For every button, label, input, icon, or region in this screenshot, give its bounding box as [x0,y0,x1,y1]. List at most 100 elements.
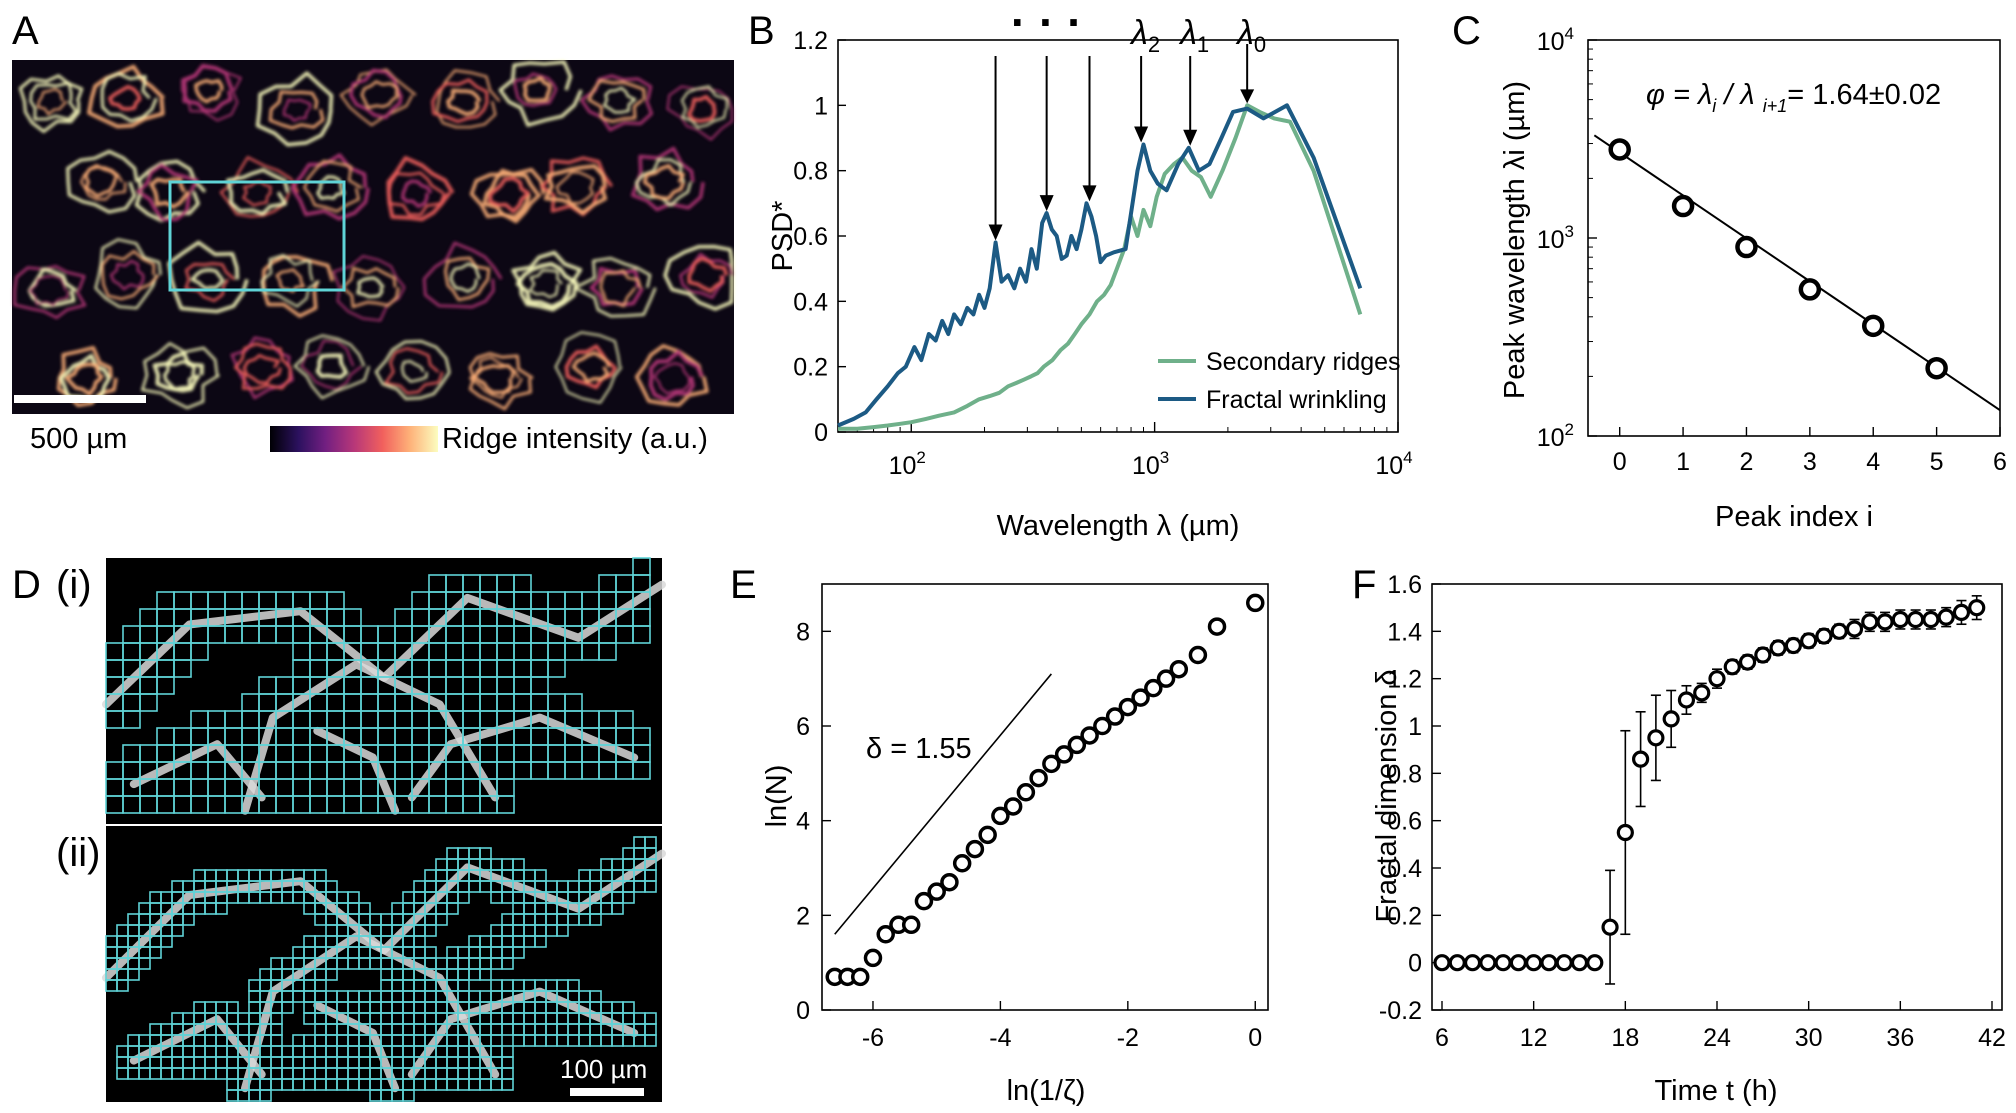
chart-e-point [1156,669,1176,688]
grid-box-fine [138,957,151,970]
ridge-loop [290,153,370,221]
ridge-loop [136,162,199,222]
grid-box-coarse [156,676,175,695]
colorbar-label: Ridge intensity (a.u.) [442,423,708,455]
grid-box-fine [325,968,338,981]
ridge-loop [261,255,335,318]
ridge-loop [152,351,204,393]
ridge-loop [260,254,320,308]
chart-c-ytick-label: 104 [1537,24,1574,56]
grid-box-fine [556,924,569,937]
ridge-loop [642,164,686,201]
panel-d-box-counting: (i) (ii) 100 µm [56,557,666,1102]
grid-box-fine [435,1023,448,1036]
grid-box-coarse [207,744,226,763]
chart-b-series [837,103,1363,431]
panel-d-sub-i: (i) [56,563,92,607]
chart-e-points [825,593,1265,987]
peak-label-lambda-1: λ1 [1178,14,1209,57]
chart-e-point [1188,645,1208,665]
grid-box-fine [391,1045,404,1058]
ridge-loop [255,71,334,147]
chart-b-series-secondary-ridges [838,103,1363,431]
ridge-loop [84,164,119,198]
grid-box-coarse [632,625,651,644]
chart-e-slope-annotation: δ = 1.55 [866,733,972,765]
chart-e-point [1080,726,1099,745]
chart-f-ylabel: Fractal dimension δ [1371,669,1403,922]
grid-box-fine [270,1034,283,1047]
grid-box-coarse [224,710,243,729]
grid-box-fine [127,968,140,981]
chart-e-point [1054,745,1074,764]
grid-box-fine [512,946,525,959]
ridge-loop [374,340,451,401]
ridge-loop [219,156,300,218]
grid-box-coarse [292,727,311,746]
grid-box-fine [435,913,448,926]
chart-b-xtick-label: 104 [1375,448,1412,480]
ridge-loop [431,78,489,123]
chart-f-point [1754,646,1772,664]
chart-b-ytick-label: 0.6 [793,223,828,251]
chart-f-ytick-label: 0.6 [1387,808,1422,836]
ridge-loop [332,255,406,322]
chart-e-ytick-label: 8 [796,618,810,646]
ridge-loop [356,276,385,298]
grid-box-coarse [122,710,141,729]
chart-c-xtick-label: 6 [1993,448,2007,476]
ridge-loop [234,342,292,390]
chart-f-xtick-label: 6 [1435,1024,1449,1052]
chart-f-point [1601,918,1619,936]
chart-f-point [1494,954,1512,972]
grid-box-fine [644,880,657,893]
chart-f-point [1479,954,1497,972]
grid-box-fine [644,836,657,849]
ridge-loop [64,362,105,396]
chart-c-point [1608,138,1631,161]
ridge-loop [435,69,501,129]
ridge-loop [282,98,312,122]
panel-letter-b: B [748,9,775,53]
chart-e-point [991,806,1010,826]
grid-box-fine [457,891,470,904]
chart-f-point [1861,613,1879,631]
chart-b-ytick-label: 0.8 [793,158,828,186]
chart-c-ylabel: Peak wavelength λi (µm) [1499,81,1531,399]
grid-box-fine [358,957,371,970]
panel-letter-c: C [1452,9,1481,53]
ridge-loop [101,250,160,301]
chart-f-ytick-label: 0.4 [1387,855,1422,883]
chart-b-ytick-label: 0.4 [793,288,828,316]
peak-ellipsis: · · · [1011,0,1083,48]
chart-b-series-fractal-wrinkling [837,103,1363,428]
ridge-loop [543,164,608,215]
grid-box-fine [402,1089,415,1102]
scalebar-500um [14,395,146,403]
grid-box-fine [182,913,195,926]
chart-f-point [1509,954,1527,972]
chart-e-point [1169,659,1189,679]
peak-arrow-head [1039,195,1054,212]
scalebar-100um [570,1088,644,1096]
peak-arrow-head [1082,185,1097,202]
grid-box-fine [589,913,602,926]
ridge-pattern [13,60,734,411]
legend-label-fractal-wrinkling: Fractal wrinkling [1206,386,1387,414]
grid-box-fine [611,902,624,915]
grid-box-fine [534,935,547,948]
panel-letter-a: A [12,9,39,53]
grid-box-fine [644,1034,657,1047]
ridge-loop [663,244,734,311]
peak-label-lambda-0: λ0 [1235,14,1266,57]
grid-box-fine [446,902,459,915]
grid-box-fine [501,957,514,970]
chart-f-xtick-label: 24 [1703,1024,1731,1052]
grid-box-fine [391,968,404,981]
ridge-loop [182,63,235,113]
ridge-loop [648,349,704,402]
ridge-loop [599,269,642,308]
ridge-loop [666,85,733,141]
chart-f-point [1784,636,1802,655]
chart-f-point [1738,653,1757,671]
